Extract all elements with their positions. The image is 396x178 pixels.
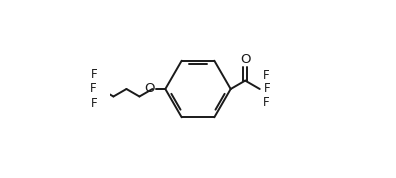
Text: F: F — [89, 82, 96, 96]
Text: F: F — [264, 82, 271, 96]
Text: O: O — [144, 82, 155, 96]
Text: F: F — [263, 96, 270, 109]
Text: F: F — [91, 97, 98, 110]
Text: O: O — [240, 53, 250, 66]
Text: F: F — [91, 68, 98, 81]
Text: F: F — [263, 69, 270, 82]
